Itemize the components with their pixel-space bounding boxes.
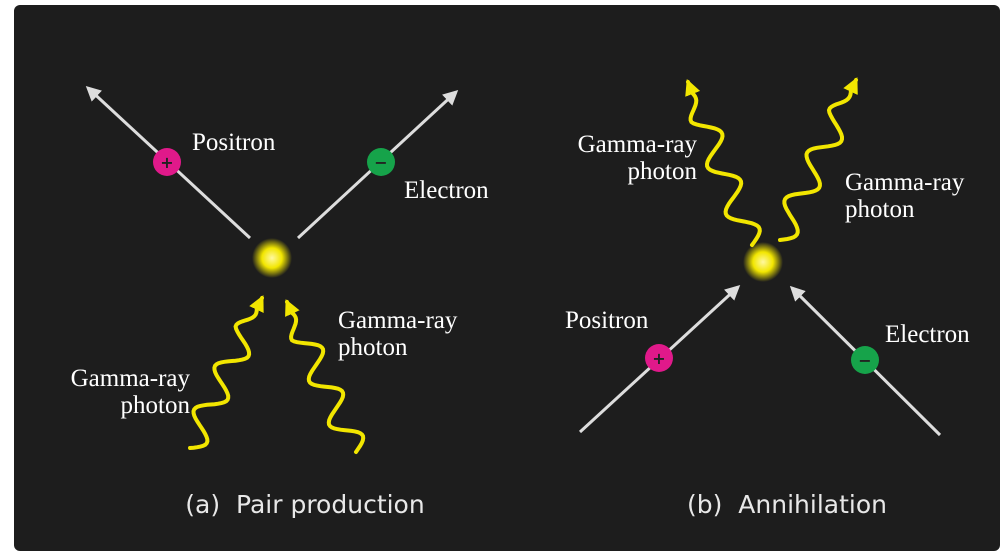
gamma-ray (188, 295, 264, 450)
label-line: Gamma-ray (71, 365, 191, 392)
label: Gamma-ray photon (71, 365, 191, 419)
label: Gamma-ray photon (845, 169, 965, 223)
label: Electron (404, 177, 489, 204)
label-line: Gamma-ray (845, 169, 965, 196)
electron (367, 148, 395, 176)
sign: − (858, 351, 871, 370)
gamma-ray (285, 299, 366, 454)
electron (851, 346, 879, 374)
panel-b: + − Positron Electron Gamma-ray photon Ga… (565, 77, 970, 519)
label: Positron (565, 307, 649, 334)
label: Positron (192, 129, 276, 156)
positron (645, 344, 673, 372)
photon (285, 299, 366, 454)
label-line: photon (628, 158, 698, 185)
sign: + (652, 349, 665, 368)
collision (743, 242, 783, 282)
label: Gamma-ray photon (578, 131, 698, 185)
gamma-ray (778, 77, 858, 242)
label: Gamma-ray photon (338, 307, 458, 361)
label: Electron (885, 321, 970, 348)
collision (252, 238, 292, 278)
photon (188, 295, 264, 450)
label-line: photon (338, 334, 408, 361)
label-line: photon (121, 392, 191, 419)
background (14, 5, 1000, 551)
sign: + (160, 153, 173, 172)
label-line: photon (845, 196, 915, 223)
sign: − (374, 153, 387, 172)
caption: (a) Pair production (185, 490, 424, 519)
caption: (b) Annihilation (687, 490, 887, 519)
label-line: Gamma-ray (578, 131, 698, 158)
photon (685, 79, 762, 247)
photon (778, 77, 858, 242)
gamma-ray (685, 79, 762, 247)
panel-a: + − Positron Electron Gamma-ray photon Ga… (71, 85, 489, 519)
positron (153, 148, 181, 176)
label-line: Gamma-ray (338, 307, 458, 334)
